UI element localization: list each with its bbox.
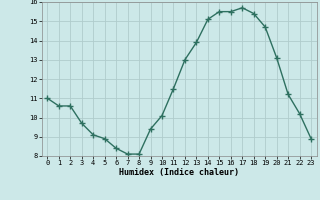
X-axis label: Humidex (Indice chaleur): Humidex (Indice chaleur) <box>119 168 239 177</box>
